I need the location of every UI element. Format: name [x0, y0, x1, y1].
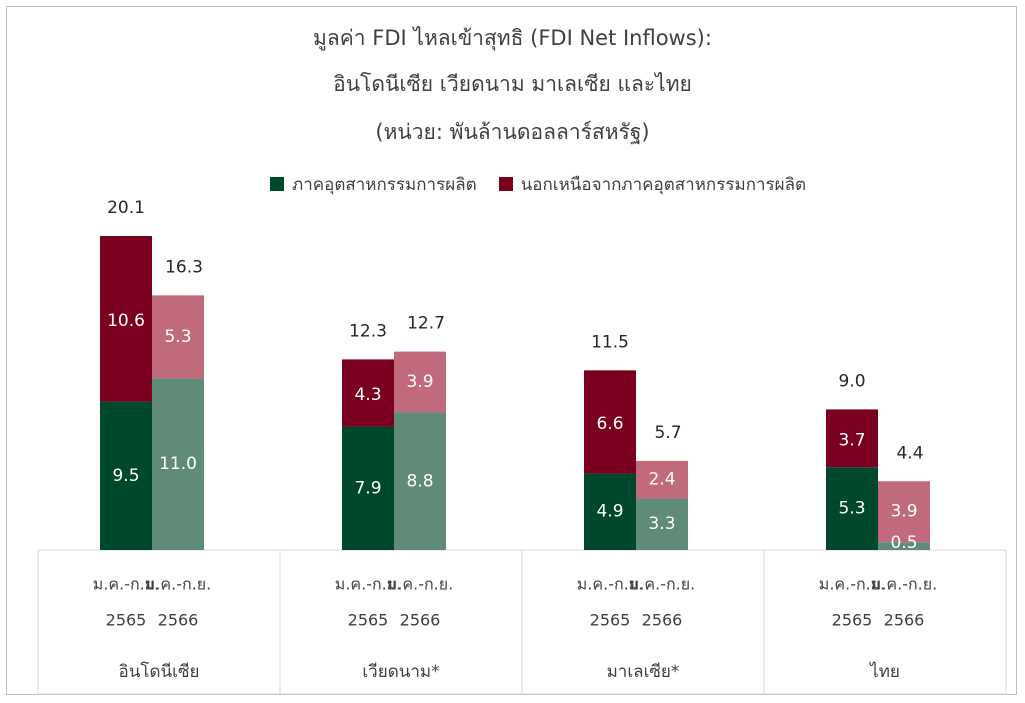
data-label-manufacturing-vietnam-2566: 8.8 [406, 471, 433, 491]
tick-label-month-range: ม.ค.-ก.ย. [145, 575, 211, 594]
bar-manufacturing-malaysia-2565 [584, 473, 636, 550]
data-label-total-thailand-2566: 4.4 [896, 443, 923, 463]
data-label-manufacturing-indonesia-2565: 9.5 [112, 466, 139, 486]
tick-label-month-range: ม.ค.-ก.ย. [819, 575, 885, 594]
chart-subtitle-unit: (หน่วย: พันล้านดอลลาร์สหรัฐ) [375, 120, 650, 144]
bar-manufacturing-indonesia-2566 [152, 378, 204, 550]
data-label-total-vietnam-2566: 12.7 [407, 314, 445, 334]
tick-label-year: 2565 [590, 611, 631, 630]
bar-non-manufacturing-thailand-2566 [878, 481, 930, 543]
legend-label-manufacturing: ภาคอุตสาหกรรมการผลิต [292, 174, 477, 195]
bar-non-manufacturing-vietnam-2565 [342, 359, 394, 427]
bar-manufacturing-thailand-2565 [826, 467, 878, 550]
bar-non-manufacturing-vietnam-2566 [394, 351, 446, 413]
data-label-total-indonesia-2565: 20.1 [107, 198, 145, 218]
category-label-indonesia: อินโดนีเซีย [119, 661, 200, 682]
data-label-total-malaysia-2565: 11.5 [591, 332, 629, 352]
tick-label-month-range: ม.ค.-ก.ย. [93, 575, 159, 594]
data-label-total-indonesia-2566: 16.3 [165, 257, 203, 277]
bar-manufacturing-vietnam-2566 [394, 412, 446, 550]
tick-label-year: 2566 [400, 611, 441, 630]
tick-label-month-range: ม.ค.-ก.ย. [629, 575, 695, 594]
chart-legend: ภาคอุตสาหกรรมการผลิต นอกเหนือจากภาคอุตสา… [270, 172, 828, 196]
bar-manufacturing-thailand-2566 [878, 542, 930, 550]
chart-title-line-1: มูลค่า FDI ไหลเข้าสุทธิ (FDI Net Inflows… [313, 26, 712, 50]
legend-swatch-manufacturing [270, 177, 284, 191]
bar-non-manufacturing-malaysia-2566 [636, 460, 688, 499]
tick-label-year: 2565 [832, 611, 873, 630]
data-label-total-vietnam-2565: 12.3 [349, 321, 387, 341]
tick-label-year: 2566 [158, 611, 199, 630]
data-label-manufacturing-thailand-2566: 0.5 [890, 533, 917, 553]
tick-label-year: 2566 [884, 611, 925, 630]
bar-manufacturing-vietnam-2565 [342, 426, 394, 550]
category-label-thailand: ไทย [868, 661, 900, 682]
category-label-vietnam: เวียดนาม* [362, 662, 439, 682]
bar-non-manufacturing-indonesia-2566 [152, 295, 204, 379]
tick-label-month-range: ม.ค.-ก.ย. [871, 575, 937, 594]
tick-label-month-range: ม.ค.-ก.ย. [577, 575, 643, 594]
tick-label-month-range: ม.ค.-ก.ย. [335, 575, 401, 594]
tick-label-year: 2566 [642, 611, 683, 630]
data-label-total-malaysia-2566: 5.7 [654, 423, 681, 443]
tick-label-year: 2565 [106, 611, 147, 630]
data-label-manufacturing-thailand-2565: 5.3 [838, 499, 865, 519]
data-label-non-manufacturing-vietnam-2566: 3.9 [406, 372, 433, 392]
data-label-manufacturing-malaysia-2566: 3.3 [648, 514, 675, 534]
category-label-malaysia: มาเลเซีย* [607, 662, 680, 682]
data-label-non-manufacturing-malaysia-2565: 6.6 [596, 414, 623, 434]
data-label-manufacturing-vietnam-2565: 7.9 [354, 478, 381, 498]
data-label-non-manufacturing-thailand-2565: 3.7 [838, 430, 865, 450]
data-label-non-manufacturing-indonesia-2566: 5.3 [164, 327, 191, 347]
data-label-total-thailand-2565: 9.0 [838, 371, 865, 391]
chart-title-line-2: อินโดนีเซีย เวียดนาม มาเลเซีย และไทย [333, 72, 692, 96]
legend-swatch-non-manufacturing [498, 177, 513, 191]
data-label-manufacturing-indonesia-2566: 11.0 [159, 454, 197, 474]
legend-label-non-manufacturing: นอกเหนือจากภาคอุตสาหกรรมการผลิต [520, 174, 807, 195]
legend-item-non-manufacturing: นอกเหนือจากภาคอุตสาหกรรมการผลิต [498, 171, 807, 198]
bar-manufacturing-malaysia-2566 [636, 498, 688, 550]
bar-manufacturing-indonesia-2565 [100, 401, 152, 550]
data-label-non-manufacturing-thailand-2566: 3.9 [890, 502, 917, 522]
data-label-non-manufacturing-indonesia-2565: 10.6 [107, 311, 145, 331]
data-label-non-manufacturing-vietnam-2565: 4.3 [354, 385, 381, 405]
bar-non-manufacturing-thailand-2565 [826, 409, 878, 468]
data-label-non-manufacturing-malaysia-2566: 2.4 [648, 470, 675, 490]
bar-non-manufacturing-malaysia-2565 [584, 370, 636, 474]
legend-item-manufacturing: ภาคอุตสาหกรรมการผลิต [270, 171, 477, 198]
bar-non-manufacturing-indonesia-2565 [100, 236, 152, 402]
data-label-manufacturing-malaysia-2565: 4.9 [596, 502, 623, 522]
tick-label-year: 2565 [348, 611, 389, 630]
tick-label-month-range: ม.ค.-ก.ย. [387, 575, 453, 594]
